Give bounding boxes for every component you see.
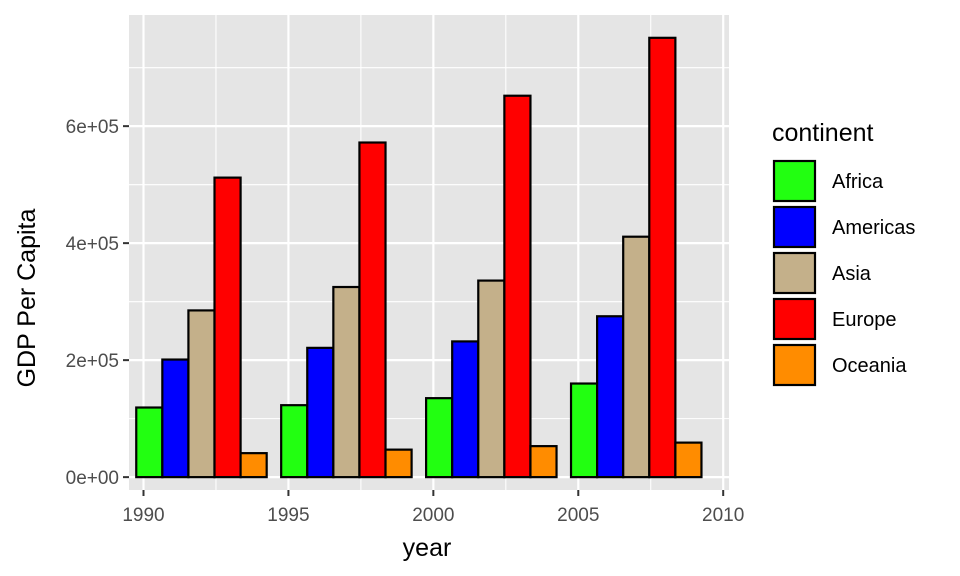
- legend-title: continent: [772, 119, 874, 147]
- bar-oceania-2007: [674, 441, 703, 479]
- legend-swatch-americas: [772, 205, 817, 249]
- bar-europe-2002: [503, 94, 532, 479]
- legend: continent Africa Americas Asia Europe Oceani…: [772, 119, 915, 387]
- legend-swatch-europe: [772, 297, 817, 341]
- legend-swatch-asia: [772, 251, 817, 295]
- bar-oceania-1997: [384, 448, 413, 479]
- bar-asia-1997: [332, 285, 361, 479]
- bar-africa-2002: [425, 397, 454, 479]
- x-axis-title: year: [403, 534, 452, 562]
- bar-asia-2007: [622, 235, 651, 479]
- y-tick-label: 6e+05: [66, 117, 119, 138]
- x-tick-label: 2005: [557, 505, 599, 526]
- legend-label-oceania: Oceania: [832, 355, 907, 377]
- y-axis-title: GDP Per Capita: [13, 209, 41, 388]
- legend-label-americas: Americas: [832, 217, 915, 239]
- legend-label-asia: Asia: [832, 263, 872, 285]
- y-tick-label: 2e+05: [66, 351, 119, 372]
- legend-label-africa: Africa: [832, 171, 884, 193]
- bar-oceania-1992: [239, 452, 268, 479]
- bar-africa-2007: [569, 382, 599, 479]
- x-tick-label: 1995: [267, 505, 309, 526]
- x-tick-label: 2000: [412, 505, 454, 526]
- y-tick-label: 4e+05: [66, 234, 119, 255]
- y-tick-label: 0e+00: [66, 468, 119, 489]
- bar-americas-1997: [306, 346, 335, 479]
- bar-asia-2002: [477, 279, 506, 479]
- bar-oceania-2002: [529, 445, 558, 479]
- bar-americas-2002: [451, 340, 480, 479]
- bars: [135, 36, 703, 479]
- bar-americas-2007: [596, 315, 625, 479]
- legend-swatch-africa: [772, 159, 817, 203]
- x-tick-label: 2010: [702, 505, 744, 526]
- bar-europe-1992: [213, 176, 242, 479]
- bar-americas-1992: [161, 358, 190, 479]
- bar-europe-2007: [648, 36, 677, 479]
- legend-label-europe: Europe: [832, 309, 897, 331]
- legend-swatch-oceania: [772, 343, 817, 387]
- bar-asia-1992: [187, 309, 216, 479]
- axes: 0e+00 2e+05 4e+05 6e+05 1990 1995 2000 2005 2010: [66, 117, 745, 526]
- bar-africa-1997: [280, 404, 309, 479]
- x-tick-label: 1990: [122, 505, 164, 526]
- bar-europe-1997: [358, 141, 387, 479]
- bar-africa-1992: [135, 406, 164, 479]
